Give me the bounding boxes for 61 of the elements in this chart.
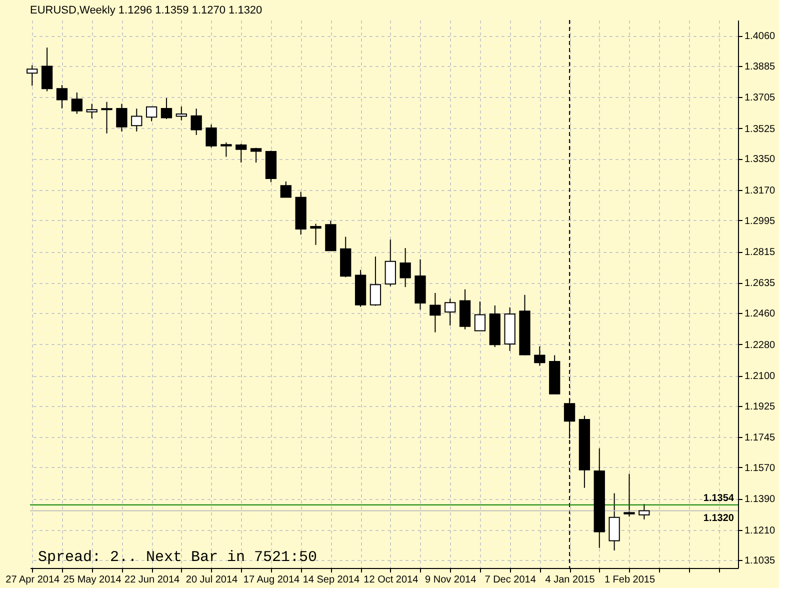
candlestick xyxy=(400,248,411,288)
ref-line-label: 1.1320 xyxy=(703,512,734,524)
candlestick xyxy=(190,108,202,136)
candlestick xyxy=(430,292,441,333)
y-tick-label: 1.1210 xyxy=(744,525,776,536)
x-tick-label: 14 Sep 2014 xyxy=(302,574,360,586)
candlestick xyxy=(160,98,172,120)
x-tick-label: 17 Aug 2014 xyxy=(243,574,300,586)
x-tick-label: 7 Dec 2014 xyxy=(484,574,536,586)
candlestick xyxy=(638,504,650,520)
candlestick xyxy=(101,101,112,134)
candlestick xyxy=(56,84,68,109)
y-tick-label: 1.3525 xyxy=(744,124,776,135)
y-tick-label: 1.2815 xyxy=(744,247,776,258)
candlestick xyxy=(384,239,396,287)
candlestick xyxy=(146,106,158,122)
y-tick-label: 1.1035 xyxy=(744,556,776,567)
candlestick xyxy=(116,103,128,132)
y-tick-label: 1.2635 xyxy=(744,278,776,290)
candlestick xyxy=(250,147,262,164)
x-tick-label: 1 Feb 2015 xyxy=(604,574,656,586)
candlestick xyxy=(206,124,217,148)
x-tick-label: 20 Jul 2014 xyxy=(186,574,238,586)
y-tick-label: 1.1745 xyxy=(744,432,776,444)
candlestick xyxy=(474,300,486,332)
candlestick xyxy=(71,92,82,114)
y-tick-label: 1.3170 xyxy=(744,185,776,196)
y-tick-label: 1.2280 xyxy=(744,340,776,351)
x-tick-label: 4 Jan 2015 xyxy=(545,574,596,586)
candlestick xyxy=(608,492,620,551)
y-tick-label: 1.2100 xyxy=(744,371,776,382)
candlestick xyxy=(444,298,456,326)
candlestick xyxy=(26,64,38,86)
y-tick-label: 1.3350 xyxy=(744,154,776,166)
y-tick-label: 1.3885 xyxy=(744,61,776,72)
x-tick-label: 22 Jun 2014 xyxy=(124,574,180,586)
y-tick-label: 1.1570 xyxy=(744,462,776,474)
ref-line-label: 1.1354 xyxy=(703,492,734,504)
x-tick-label: 25 May 2014 xyxy=(63,574,122,586)
y-tick-label: 1.2995 xyxy=(744,216,776,227)
candlestick xyxy=(220,142,232,158)
candlestick xyxy=(236,143,247,164)
candlestick xyxy=(534,346,546,366)
candlestick xyxy=(370,256,382,306)
x-tick-label: 27 Apr 2014 xyxy=(6,574,60,586)
chart-title: EURUSD,Weekly 1.1296 1.1359 1.1270 1.1320 xyxy=(30,4,262,16)
candlestick xyxy=(41,47,53,92)
candlestick xyxy=(624,473,635,518)
y-tick-label: 1.2460 xyxy=(744,308,776,320)
y-tick-label: 1.3705 xyxy=(744,92,776,104)
x-tick-label: 9 Nov 2014 xyxy=(425,574,477,586)
candlestick xyxy=(131,108,142,132)
candlestick xyxy=(280,180,292,198)
candlestick xyxy=(86,103,98,119)
candlestick xyxy=(176,106,187,121)
annotation: Spread: 2.. Next Bar in 7521:50 xyxy=(38,549,318,566)
y-tick-label: 1.1925 xyxy=(744,401,776,412)
x-tick-label: 12 Oct 2014 xyxy=(364,574,419,586)
y-tick-label: 1.1390 xyxy=(744,494,776,506)
y-tick-label: 1.4060 xyxy=(744,31,776,42)
candlestick xyxy=(310,223,322,246)
